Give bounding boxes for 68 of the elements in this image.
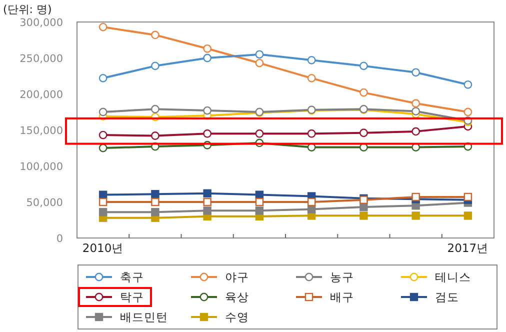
point [98,74,108,82]
text: (단위: 명) [3,3,52,16]
point [203,206,212,215]
point [412,68,420,77]
point [150,62,160,70]
legend-label: 배구 [330,290,354,304]
point [412,212,420,220]
point [203,198,212,206]
x-tick-label: 2017년 [447,241,489,255]
point [412,127,420,136]
point [307,129,316,138]
point [464,212,472,220]
point [98,130,108,140]
point [203,189,212,198]
point [203,129,212,138]
legend-label: 탁구 [120,290,144,304]
y-tick-label: 100,000 [20,161,63,173]
point [360,202,368,212]
point [359,88,368,97]
point [412,107,420,116]
point [255,129,264,138]
point [359,62,368,70]
point [255,206,264,215]
point [307,74,316,82]
point [255,198,264,206]
point [150,30,160,40]
legend-label: 수영 [225,310,249,324]
point [98,144,108,152]
point [307,198,316,206]
legend-label: 야구 [225,270,249,284]
point [98,190,108,199]
legend-label: 육상 [225,290,249,304]
point [203,106,212,115]
point [150,104,160,114]
point [464,108,472,116]
point [98,22,108,32]
point [150,132,160,140]
legend-label: 농구 [330,270,354,284]
legend-label: 배드민턴 [120,310,168,324]
point [203,54,212,62]
y-tick-label: 200,000 [20,89,63,101]
point [203,44,212,53]
y-tick-label: 150,000 [20,125,63,137]
point [360,212,368,220]
legend-label: 검도 [435,290,459,304]
legend-label: 축구 [120,270,144,284]
y-tick-label: 250,000 [20,53,63,65]
point [98,108,108,116]
x-tick-label: 2010년 [82,241,124,255]
legend-label: 테니스 [435,270,471,284]
point [412,99,420,108]
y-tick-label: 50,000 [26,197,63,209]
y-tick-label: 0 [56,233,63,245]
point [412,192,420,202]
point [464,192,472,202]
point [151,208,160,216]
point [464,80,472,89]
point [307,56,316,64]
point [359,128,368,138]
point [151,190,160,198]
point [255,50,264,59]
point [255,190,264,199]
y-tick-label: 300,000 [20,17,63,29]
point [98,198,108,206]
point [255,58,264,68]
point [307,205,316,214]
point [98,208,108,216]
point [151,198,160,206]
